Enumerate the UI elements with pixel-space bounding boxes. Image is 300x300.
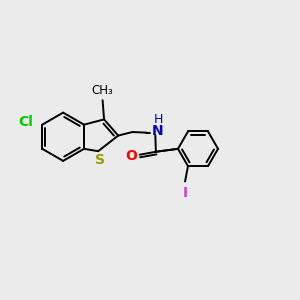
Text: Cl: Cl bbox=[19, 115, 33, 129]
Text: O: O bbox=[125, 149, 137, 163]
Text: I: I bbox=[182, 186, 188, 200]
Text: N: N bbox=[152, 124, 163, 138]
Text: S: S bbox=[95, 153, 105, 166]
Text: CH₃: CH₃ bbox=[92, 84, 113, 97]
Text: H: H bbox=[154, 113, 163, 126]
